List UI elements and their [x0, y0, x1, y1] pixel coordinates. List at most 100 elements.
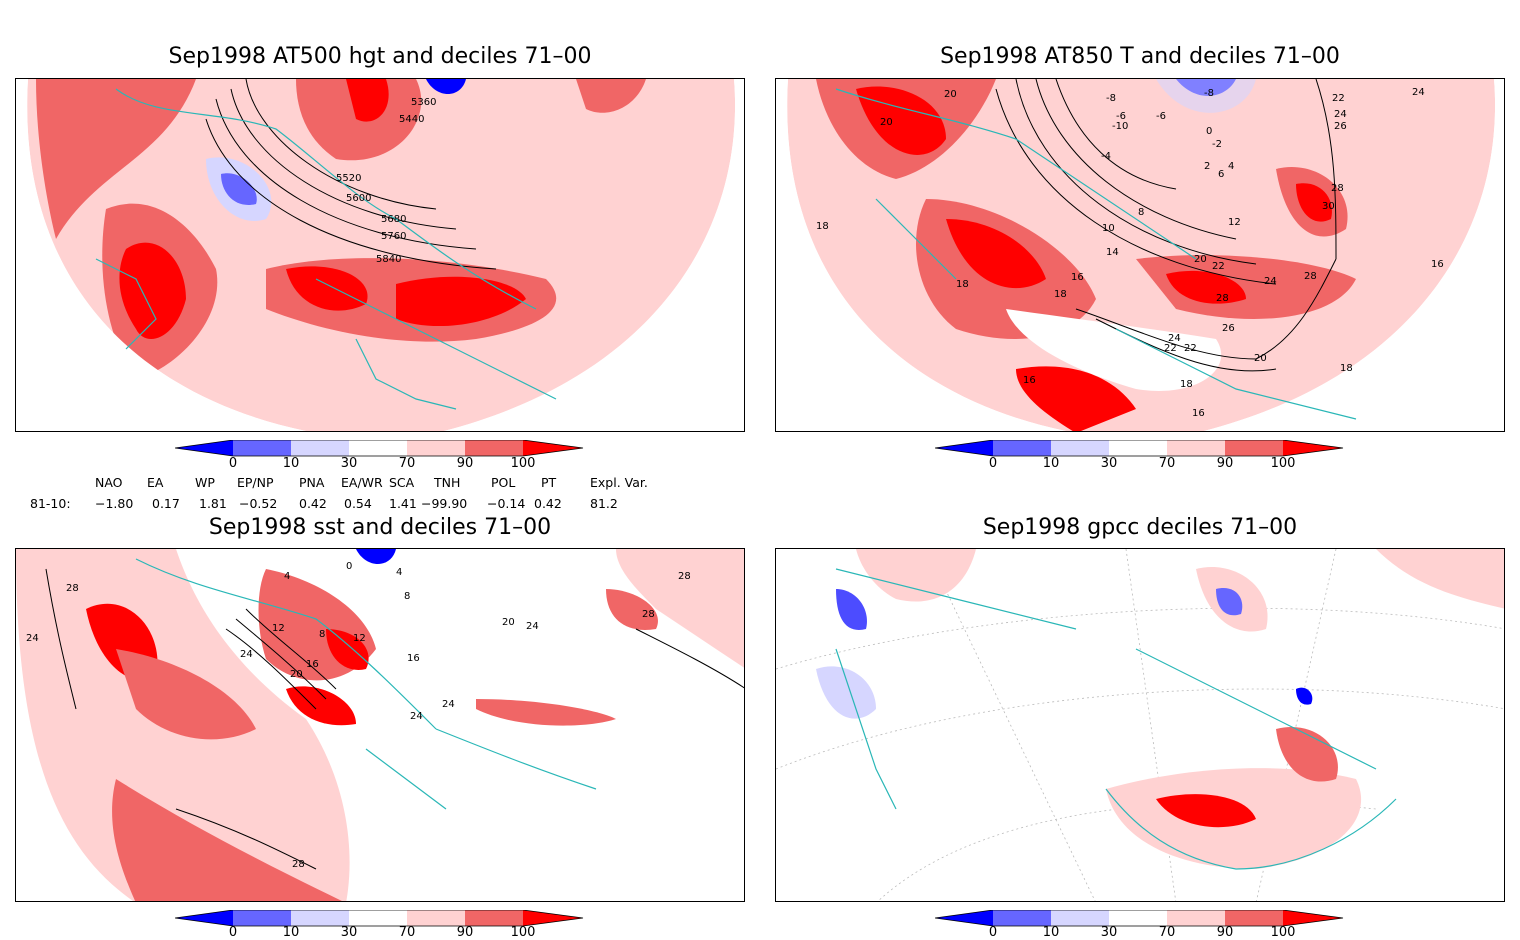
contour-label: 8 — [319, 629, 325, 640]
colorbar-tick: 0 — [228, 456, 238, 471]
contour-label: 4 — [284, 571, 290, 582]
index-header: Expl. Var. — [590, 475, 648, 490]
contour-label: -6 — [1156, 111, 1166, 122]
contour-label: 12 — [1228, 217, 1241, 228]
map-hgt500: 5360 5440 5520 5600 5680 5760 5840 — [15, 78, 745, 432]
contour-label: 16 — [407, 653, 420, 664]
index-header: EP/NP — [237, 475, 274, 490]
index-value: 0.42 — [534, 496, 562, 511]
colorbar-bottom-right: 0 10 30 70 90 100 — [935, 910, 1345, 940]
contour-label: 16 — [1071, 272, 1084, 283]
colorbar-tick: 10 — [1042, 456, 1060, 471]
contour-label: 16 — [1431, 259, 1444, 270]
index-value: −0.14 — [487, 496, 526, 511]
panel-title-hgt500: Sep1998 AT500 hgt and deciles 71–00 — [168, 44, 592, 69]
indices-row-label: 81-10: — [30, 496, 71, 511]
contour-label: 5440 — [399, 114, 424, 125]
contour-label: -8 — [1106, 93, 1116, 104]
contour-label: 2 — [1204, 161, 1210, 172]
contour-label: 6 — [1218, 169, 1224, 180]
colorbar-top-right: 0 10 30 70 90 100 — [935, 440, 1345, 476]
index-value: 1.41 — [389, 496, 417, 511]
contour-label: 5600 — [346, 193, 371, 204]
contour-label: 24 — [442, 699, 455, 710]
contour-label: 0 — [346, 561, 352, 572]
contour-label: -6 — [1116, 111, 1126, 122]
contour-label: 12 — [353, 633, 366, 644]
panel-title-gpcc: Sep1998 gpcc deciles 71–00 — [982, 515, 1298, 540]
contour-label: 28 — [1304, 271, 1317, 282]
contour-label: -8 — [1204, 88, 1214, 99]
contour-label: 28 — [1216, 293, 1229, 304]
contour-label: 20 — [502, 617, 515, 628]
contour-label: 20 — [944, 89, 957, 100]
contour-label: 20 — [1194, 254, 1207, 265]
contour-label: 5840 — [376, 254, 401, 265]
contour-label: 18 — [816, 221, 829, 232]
contour-label: 24 — [1264, 276, 1277, 287]
index-value: 81.2 — [590, 496, 618, 511]
contour-label: 18 — [1340, 363, 1353, 374]
indices-header-row: NAO EA WP EP/NP PNA EA/WR SCA TNH POL PT… — [0, 475, 760, 491]
map-t850: 20 20 18 18 16 18 16 16 -8 -6 -8 -6 -10 … — [775, 78, 1505, 432]
contour-label: 8 — [404, 591, 410, 602]
colorbar-tick: 90 — [456, 925, 474, 940]
index-value: −0.52 — [239, 496, 278, 511]
contour-label: 4 — [396, 567, 402, 578]
colorbar-tick: 100 — [510, 456, 536, 471]
contour-label: -2 — [1212, 139, 1222, 150]
contour-label: 20 — [290, 669, 303, 680]
contour-label: 18 — [956, 279, 969, 290]
index-value: −99.90 — [421, 496, 468, 511]
contour-label: 12 — [272, 623, 285, 634]
colorbar-tick: 70 — [398, 456, 416, 471]
contour-label: 22 — [1184, 343, 1197, 354]
colorbar-tick: 100 — [1270, 925, 1296, 940]
contour-label: 20 — [1254, 353, 1267, 364]
panel-title-sst: Sep1998 sst and deciles 71–00 — [208, 515, 552, 540]
colorbar-top-left: 0 10 30 70 90 100 — [175, 440, 585, 476]
contour-label: 28 — [642, 609, 655, 620]
contour-label: 24 — [1334, 109, 1347, 120]
contour-label: -10 — [1112, 121, 1128, 132]
contour-label: 30 — [1322, 201, 1335, 212]
contour-label: 28 — [66, 583, 79, 594]
index-header: TNH — [434, 475, 461, 490]
contour-label: 0 — [1206, 126, 1212, 137]
contour-label: 5360 — [411, 97, 436, 108]
index-header: NAO — [95, 475, 123, 490]
contour-label: 28 — [678, 571, 691, 582]
map-gpcc — [775, 548, 1505, 902]
contour-label: 4 — [1228, 161, 1234, 172]
colorbar-tick: 10 — [282, 925, 300, 940]
contour-label: 24 — [410, 711, 423, 722]
contour-label: 10 — [1102, 223, 1115, 234]
contour-label: 5520 — [336, 173, 361, 184]
contour-label: 24 — [26, 633, 39, 644]
index-header: SCA — [389, 475, 415, 490]
contour-label: -4 — [1101, 151, 1111, 162]
colorbar-tick: 30 — [1100, 925, 1118, 940]
contour-label: 5760 — [381, 231, 406, 242]
colorbar-tick: 30 — [1100, 456, 1118, 471]
index-value: 1.81 — [199, 496, 227, 511]
index-header: PNA — [299, 475, 325, 490]
colorbar-tick: 90 — [456, 456, 474, 471]
contour-label: 18 — [1054, 289, 1067, 300]
index-value: 0.17 — [152, 496, 180, 511]
contour-label: 24 — [240, 649, 253, 660]
colorbar-tick: 10 — [282, 456, 300, 471]
index-value: 0.54 — [344, 496, 372, 511]
contour-label: 8 — [1138, 207, 1144, 218]
index-header: EA/WR — [341, 475, 383, 490]
colorbar-tick: 0 — [988, 925, 998, 940]
contour-label: 18 — [1180, 379, 1193, 390]
contour-label: 26 — [1222, 323, 1235, 334]
colorbar-tick: 0 — [988, 456, 998, 471]
contour-label: 26 — [1334, 121, 1347, 132]
colorbar-tick: 70 — [1158, 456, 1176, 471]
colorbar-tick: 70 — [398, 925, 416, 940]
colorbar-tick: 100 — [510, 925, 536, 940]
contour-label: 5680 — [381, 214, 406, 225]
contour-label: 22 — [1332, 93, 1345, 104]
